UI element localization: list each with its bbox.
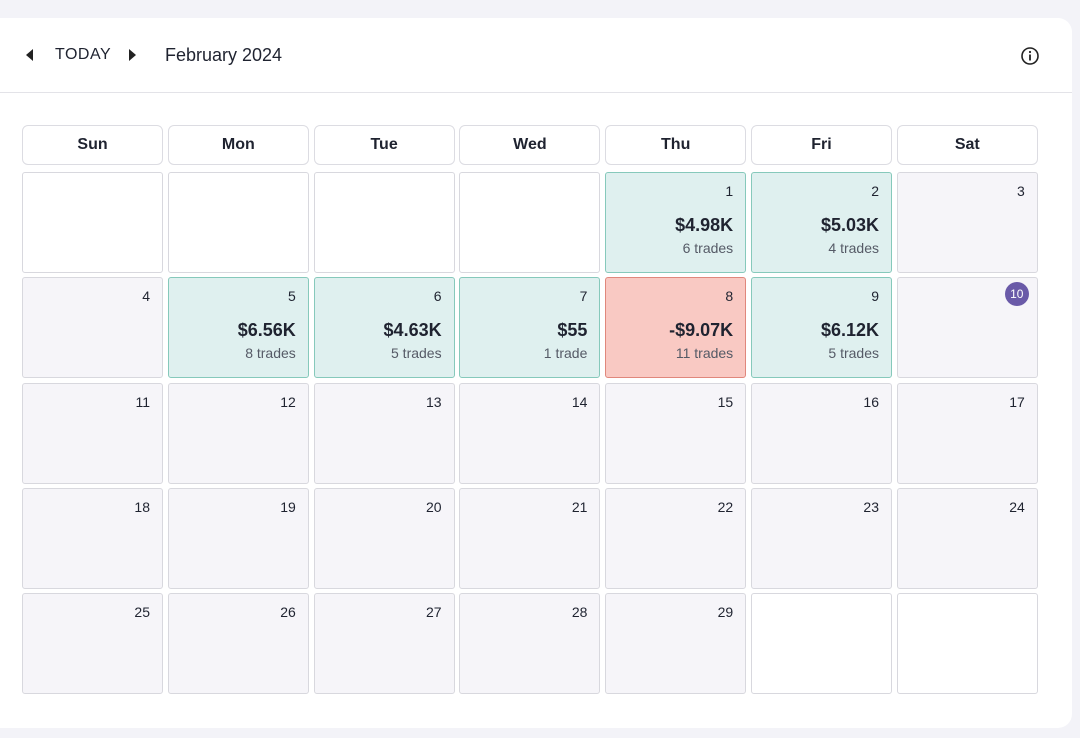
day-cell[interactable]: 23 [751,487,892,589]
pnl-amount: $6.56K [237,320,296,341]
day-number: 4 [142,288,150,305]
pnl-amount: $55 [557,320,588,341]
trade-count: 11 trades [675,345,734,362]
day-number: 8 [725,288,734,305]
day-number: 29 [717,604,734,621]
day-cell[interactable]: $4.98K 6 trades 1 [605,172,747,273]
day-number: 1 [725,183,734,199]
day-cell[interactable]: 29 [605,593,747,695]
pnl-amount: $4.98K [675,215,734,235]
day-number: 25 [134,604,150,621]
day-number: 22 [717,498,734,515]
pnl-amount: $4.63K [383,320,442,341]
empty-cell [459,172,601,273]
day-cell[interactable]: -$9.07K 11 trades 8 [605,277,747,379]
day-number: 26 [280,604,296,621]
next-button[interactable] [126,48,138,62]
trade-count: 5 trades [391,345,442,362]
trade-count: 5 trades [828,345,879,362]
day-number: 15 [717,393,734,410]
day-number: 13 [426,393,442,410]
calendar-card: TODAY February 2024 Sun Mon Tue Wed Thu Fri Sa… [0,18,1072,728]
day-number: 20 [426,498,442,515]
trade-count: 1 trade [543,345,588,362]
day-number: 2 [871,183,879,199]
empty-cell [896,593,1038,695]
day-number: 18 [134,498,150,515]
day-number: 28 [571,604,588,621]
weekday-header: Sun [22,125,163,165]
empty-cell [22,172,163,273]
day-number: 5 [288,288,296,305]
day-cell[interactable]: 10 [896,277,1038,379]
day-number: 14 [571,393,588,410]
day-cell[interactable]: 14 [459,382,601,484]
day-number: 12 [280,393,296,410]
day-cell[interactable]: 19 [167,487,309,589]
header: TODAY February 2024 [0,18,1072,93]
day-number: 23 [863,498,879,515]
day-cell[interactable]: 27 [313,593,455,695]
day-number: 19 [280,498,296,515]
weekday-header: Mon [167,125,309,165]
pnl-amount: -$9.07K [669,320,734,341]
weekday-header: Sat [896,125,1038,165]
day-number: 3 [1017,183,1025,199]
day-number: 24 [1009,498,1025,515]
day-cell[interactable]: 25 [22,593,163,695]
day-cell[interactable]: $6.12K 5 trades 9 [751,277,892,379]
prev-button[interactable] [24,48,36,62]
day-cell[interactable]: 24 [896,487,1038,589]
empty-cell [167,172,309,273]
day-number: 6 [433,288,442,305]
day-number: 17 [1009,393,1025,410]
day-cell[interactable]: 20 [313,487,455,589]
day-number: 27 [426,604,442,621]
pnl-amount: $5.03K [820,215,879,235]
day-cell[interactable]: 3 [896,172,1038,273]
weekday-header: Thu [605,125,747,165]
day-cell[interactable]: 28 [459,593,601,695]
day-cell[interactable]: $5.03K 4 trades 2 [751,172,892,273]
day-number: 16 [863,393,879,410]
pnl-amount: $6.12K [820,320,879,341]
day-number: 11 [135,393,150,410]
day-number: 7 [579,288,588,305]
day-cell[interactable]: 16 [751,382,892,484]
trade-count: 6 trades [682,240,734,256]
weekday-header: Wed [459,125,601,165]
day-cell[interactable]: 17 [896,382,1038,484]
trade-count: 4 trades [828,240,879,256]
trade-count: 8 trades [245,345,296,362]
day-cell[interactable]: 22 [605,487,747,589]
weekday-header: Fri [751,125,892,165]
day-cell[interactable]: 11 [22,382,163,484]
empty-cell [313,172,455,273]
day-cell[interactable]: 12 [167,382,309,484]
day-cell[interactable]: 18 [22,487,163,589]
day-cell[interactable]: 15 [605,382,747,484]
day-cell[interactable]: $6.56K 8 trades 5 [167,277,309,379]
today-button[interactable]: TODAY [55,46,112,63]
day-number: 9 [871,288,879,305]
day-cell[interactable]: 21 [459,487,601,589]
day-cell[interactable]: $4.63K 5 trades 6 [313,277,455,379]
day-cell[interactable]: 4 [22,277,163,379]
empty-cell [751,593,892,695]
info-button[interactable] [1020,46,1040,66]
day-number: 21 [571,498,588,515]
weekday-header: Tue [313,125,455,165]
day-cell[interactable]: 13 [313,382,455,484]
month-title: February 2024 [165,45,283,65]
day-number: 10 [1004,282,1029,307]
day-cell[interactable]: 26 [167,593,309,695]
day-cell[interactable]: $55 1 trade 7 [459,277,601,379]
